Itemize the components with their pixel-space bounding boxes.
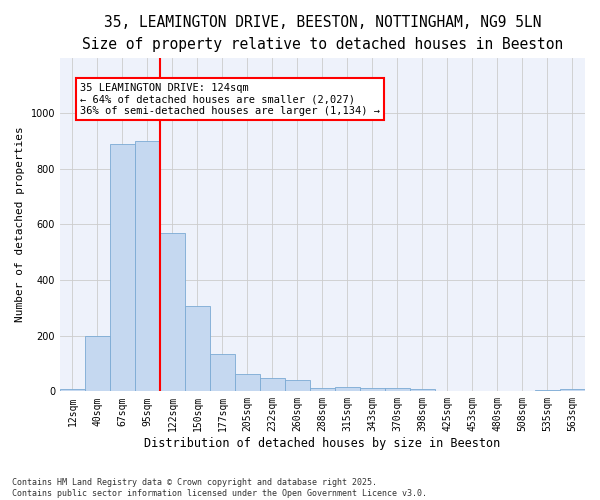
Text: 35 LEAMINGTON DRIVE: 124sqm
← 64% of detached houses are smaller (2,027)
36% of : 35 LEAMINGTON DRIVE: 124sqm ← 64% of det…: [80, 82, 380, 116]
Y-axis label: Number of detached properties: Number of detached properties: [15, 126, 25, 322]
Bar: [60, 388, 85, 392]
Bar: [335, 387, 360, 392]
Bar: [85, 336, 110, 392]
Bar: [185, 306, 210, 392]
Bar: [385, 388, 410, 392]
Bar: [110, 144, 135, 392]
X-axis label: Distribution of detached houses by size in Beeston: Distribution of detached houses by size …: [145, 437, 500, 450]
Text: Contains HM Land Registry data © Crown copyright and database right 2025.
Contai: Contains HM Land Registry data © Crown c…: [12, 478, 427, 498]
Bar: [535, 390, 560, 392]
Bar: [435, 391, 460, 392]
Title: 35, LEAMINGTON DRIVE, BEESTON, NOTTINGHAM, NG9 5LN
Size of property relative to : 35, LEAMINGTON DRIVE, BEESTON, NOTTINGHA…: [82, 15, 563, 52]
Bar: [135, 141, 160, 392]
Bar: [410, 389, 435, 392]
Bar: [160, 233, 185, 392]
Bar: [360, 388, 385, 392]
Bar: [285, 380, 310, 392]
Bar: [560, 388, 585, 392]
Bar: [235, 374, 260, 392]
Bar: [310, 388, 335, 392]
Bar: [260, 378, 285, 392]
Bar: [210, 354, 235, 392]
